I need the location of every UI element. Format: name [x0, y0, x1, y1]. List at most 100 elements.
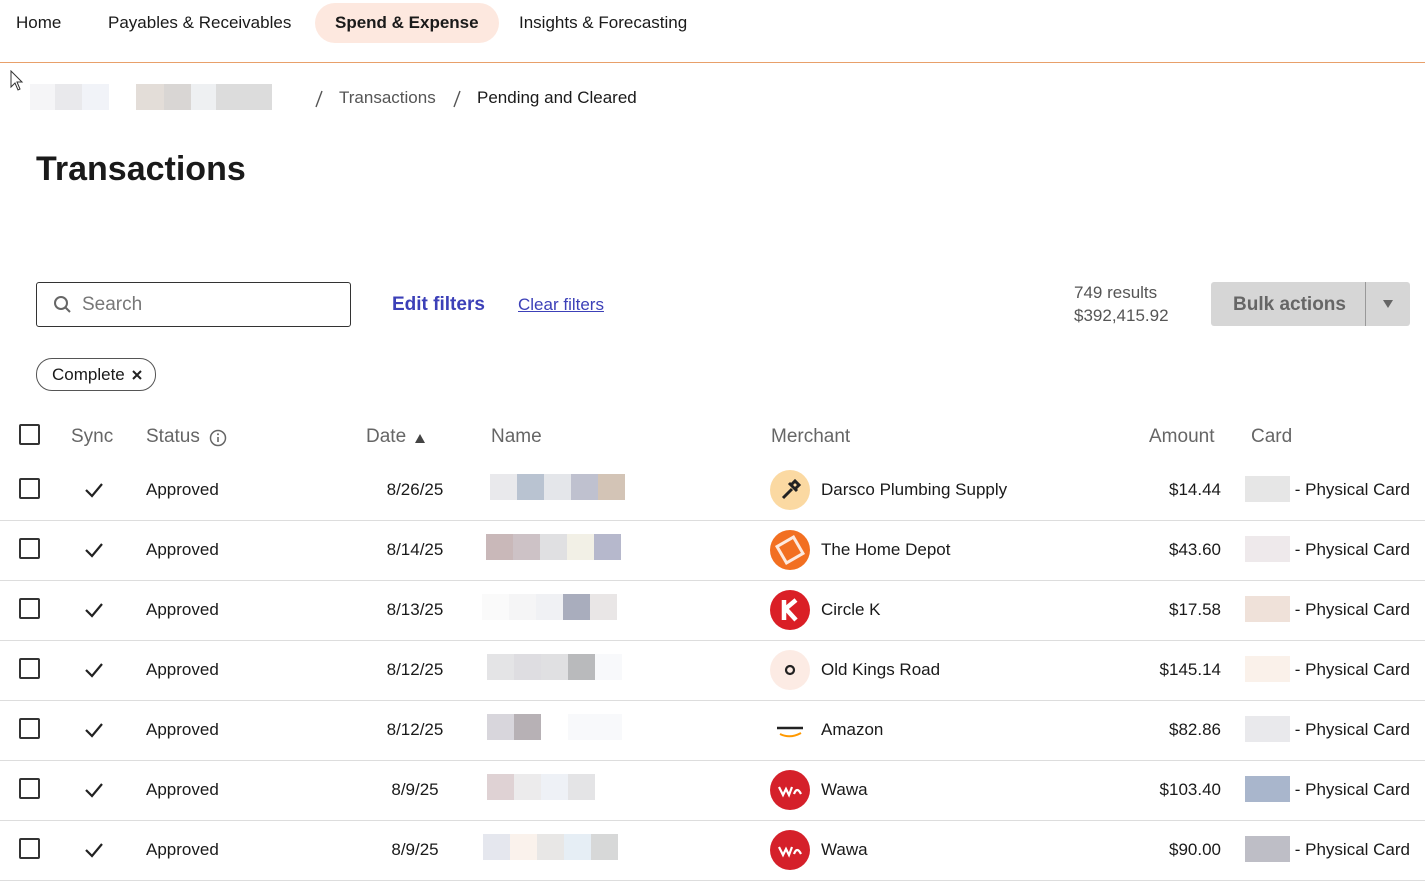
name-blur: [594, 534, 621, 560]
sync-check: [84, 602, 104, 623]
info-icon[interactable]: [209, 429, 227, 447]
search-placeholder: Search: [82, 294, 143, 315]
name-blur: [487, 774, 514, 800]
sync-check: [84, 482, 104, 503]
column-header[interactable]: Amount: [1149, 426, 1215, 447]
merchant-logo: [770, 530, 810, 575]
name-blur: [598, 474, 625, 500]
bulk-actions[interactable]: Bulk actions: [1211, 282, 1410, 326]
merchant: Darsco Plumbing Supply: [821, 480, 1008, 499]
sync-check: [84, 782, 104, 803]
amount: $17.58: [1169, 600, 1221, 619]
edit-filters[interactable]: Edit filters: [392, 294, 485, 315]
card: - Physical Card: [1294, 660, 1410, 679]
sync-check: [84, 722, 104, 743]
row-checkbox[interactable]: [19, 838, 40, 859]
merchant: Amazon: [821, 720, 884, 739]
name-blur: [510, 834, 537, 860]
date: 8/9/25: [391, 780, 439, 799]
name-blur: [483, 834, 510, 860]
name-blur: [595, 714, 622, 740]
table-row[interactable]: Approved 8/12/25 Old Kings Road $145.14 - Ph…: [0, 640, 1425, 701]
merchant: The Home Depot: [821, 540, 951, 559]
row-divider: [0, 700, 1425, 701]
nav-item[interactable]: Insights & Forecasting: [519, 13, 688, 32]
breadcrumb-link[interactable]: Transactions: [339, 88, 436, 107]
table-row[interactable]: Approved 8/9/25 Wawa $90.00 - Physical Card: [0, 820, 1425, 881]
name-blur: [541, 714, 568, 740]
status: Approved: [146, 540, 219, 559]
column-header[interactable]: Name: [491, 426, 542, 447]
date: 8/12/25: [386, 720, 444, 739]
row-checkbox[interactable]: [19, 478, 40, 499]
column-header[interactable]: Merchant: [771, 426, 851, 447]
name-blur: [568, 774, 595, 800]
card-blur: [1245, 776, 1290, 802]
search-icon: [54, 296, 71, 313]
name-blur: [486, 534, 513, 560]
name-blur: [490, 474, 517, 500]
chip-remove[interactable]: [132, 370, 142, 380]
filter-chip[interactable]: Complete: [36, 358, 156, 391]
row-divider: [0, 520, 1425, 521]
name-blur: [591, 834, 618, 860]
table-row[interactable]: Approved 8/13/25 Circle K $17.58 - Physical …: [0, 580, 1425, 641]
name-blur: [595, 654, 622, 680]
name-blur: [567, 534, 594, 560]
name-blur: [568, 714, 595, 740]
table-row[interactable]: Approved 8/26/25 Darsco Plumbing Supply $14…: [0, 460, 1425, 521]
nav-item[interactable]: Payables & Receivables: [108, 13, 292, 32]
date: 8/12/25: [386, 660, 444, 679]
sync-check: [84, 842, 104, 863]
nav-item[interactable]: Home: [16, 13, 62, 32]
nav-item[interactable]: Spend & Expense: [315, 3, 499, 43]
clear-filters[interactable]: Clear filters: [518, 295, 604, 314]
merchant-logo: [770, 470, 810, 515]
name-blur: [541, 774, 568, 800]
name-blur: [482, 594, 509, 620]
name-blur: [564, 834, 591, 860]
row-divider: [0, 820, 1425, 821]
merchant-logo: [770, 830, 810, 875]
name-blur: [487, 714, 514, 740]
card: - Physical Card: [1294, 840, 1410, 859]
amount: $43.60: [1169, 540, 1221, 559]
table-row[interactable]: Approved 8/9/25 Wawa $103.40 - Physical Card: [0, 760, 1425, 821]
column-header[interactable]: Card: [1251, 426, 1293, 447]
date: 8/9/25: [391, 840, 439, 859]
date: 8/14/25: [386, 540, 444, 559]
sync-check: [84, 542, 104, 563]
card-blur: [1245, 836, 1290, 862]
merchant-logo: [770, 590, 810, 635]
amount: $103.40: [1159, 780, 1221, 799]
name-blur: [514, 654, 541, 680]
name-blur: [590, 594, 617, 620]
table-row[interactable]: Approved 8/14/25 The Home Depot $43.60 - Phy…: [0, 520, 1425, 581]
status: Approved: [146, 720, 219, 739]
date: 8/13/25: [386, 600, 444, 619]
results-count: 749 results: [1074, 283, 1158, 302]
table-row[interactable]: Approved 8/12/25 Amazon $82.86 - Physical Ca…: [0, 700, 1425, 761]
column-header[interactable]: Status: [146, 426, 200, 447]
row-checkbox[interactable]: [19, 658, 40, 679]
row-checkbox[interactable]: [19, 598, 40, 619]
amount: $90.00: [1169, 840, 1221, 859]
row-divider: [0, 880, 1425, 881]
column-header[interactable]: Sync: [71, 426, 114, 447]
card: - Physical Card: [1294, 540, 1410, 559]
row-checkbox[interactable]: [19, 538, 40, 559]
chip-label: Complete: [52, 365, 125, 384]
sync-check: [84, 662, 104, 683]
date: 8/26/25: [386, 480, 444, 499]
row-checkbox[interactable]: [19, 778, 40, 799]
card-blur: [1245, 716, 1290, 742]
select-all[interactable]: [19, 424, 40, 445]
column-header[interactable]: Date: [366, 426, 407, 447]
name-blur: [563, 594, 590, 620]
merchant: Wawa: [821, 780, 868, 799]
page-title: Transactions: [36, 150, 246, 188]
status: Approved: [146, 660, 219, 679]
search-box[interactable]: Search: [36, 282, 351, 327]
amount: $14.44: [1169, 480, 1221, 499]
row-checkbox[interactable]: [19, 718, 40, 739]
